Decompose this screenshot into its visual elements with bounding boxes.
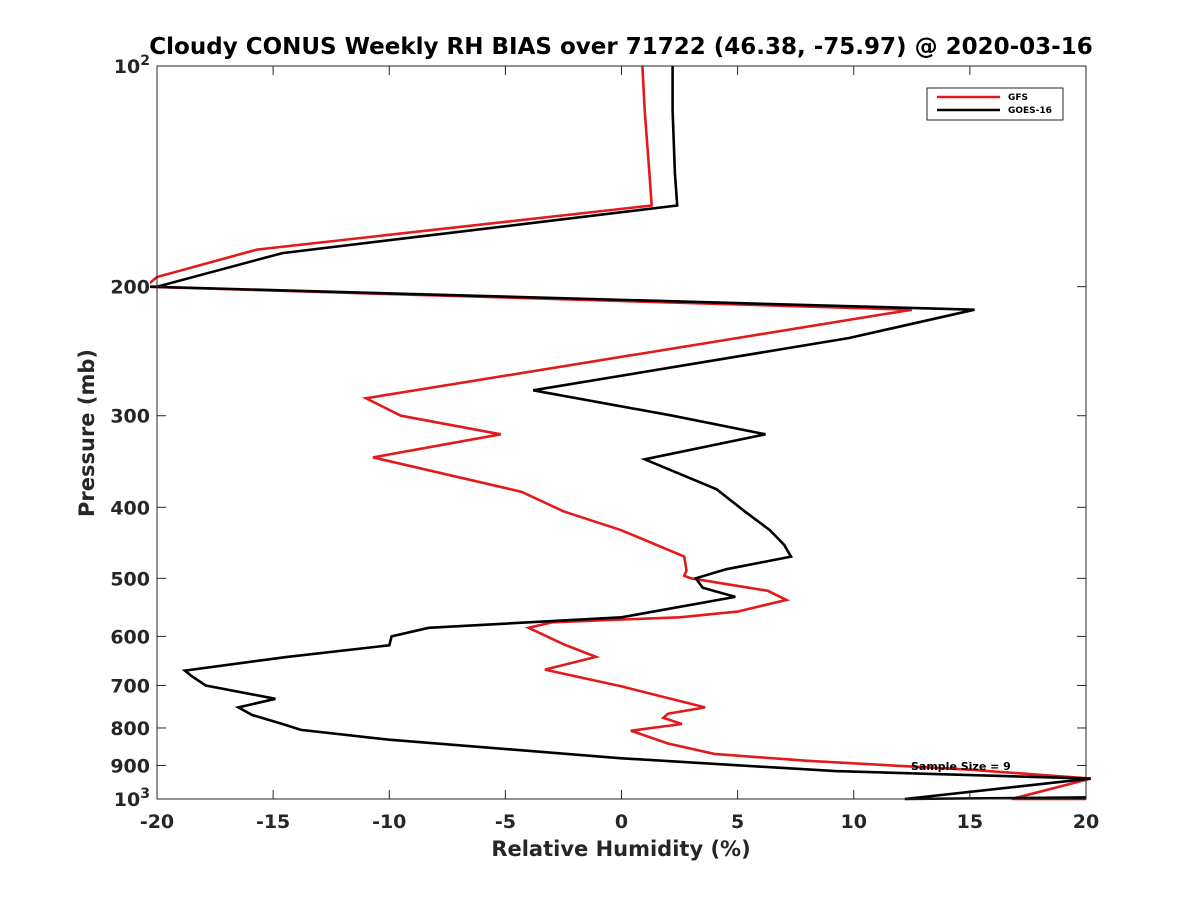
series-line-gfs [150,65,1091,801]
sample-size-annotation: Sample Size = 9 [911,760,1011,773]
y-tick-label: 600 [110,626,150,648]
x-tick-label: -20 [140,811,174,833]
x-tick-label: 20 [1073,811,1099,833]
legend: GFS GOES-16 [926,87,1064,121]
x-tick-label: 10 [841,811,867,833]
legend-box [926,87,1064,121]
y-tick-label: 102 [114,53,150,78]
legend-gfs-label: GFS [1008,93,1028,103]
plot-area [157,66,1086,799]
y-tick-label: 400 [110,497,150,519]
y-tick-label: 200 [110,277,150,299]
legend-goes16-label: GOES-16 [1008,106,1052,116]
x-tick-label: -15 [256,811,290,833]
series-line-goes-16 [150,66,1091,801]
y-tick-label: 500 [110,568,150,590]
y-axis: 102 200 300 400 500 600 700 800 900 103 [110,53,1086,811]
x-axis: -20 -15 -10 -5 0 5 10 15 20 [140,66,1099,833]
x-tick-label: 5 [731,811,744,833]
y-axis-label: Pressure (mb) [75,349,99,517]
y-tick-label: 103 [114,786,150,811]
y-tick-label: 300 [110,406,150,428]
x-tick-label: -10 [372,811,406,833]
x-tick-label: 15 [957,811,983,833]
x-axis-label: Relative Humidity (%) [491,837,750,861]
chart-title: Cloudy CONUS Weekly RH BIAS over 71722 (… [149,34,1092,60]
x-tick-label: 0 [615,811,628,833]
x-tick-label: -5 [495,811,516,833]
y-tick-label: 700 [110,675,150,697]
y-tick-label: 800 [110,718,150,740]
series-layer [150,65,1091,801]
y-tick-label: 900 [110,755,150,777]
